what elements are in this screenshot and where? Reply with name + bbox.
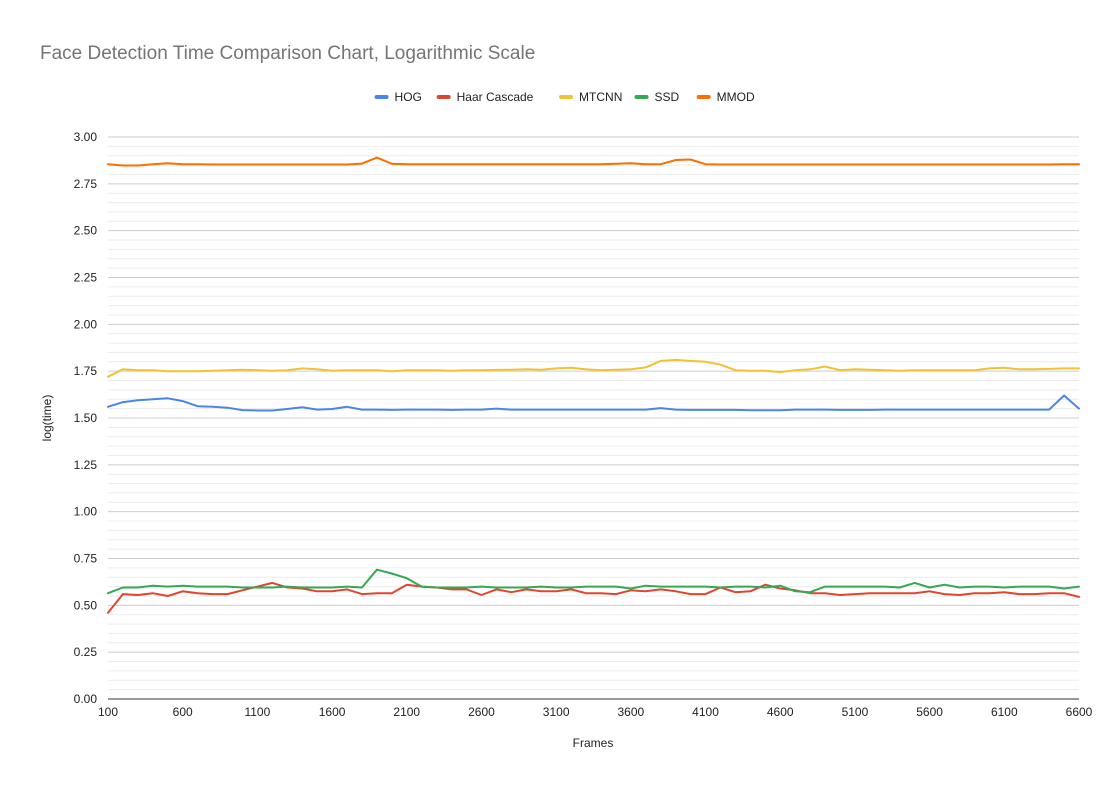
x-tick-label: 6600: [1066, 705, 1093, 719]
legend-swatch: [374, 95, 389, 99]
legend-label: HOG: [395, 90, 422, 104]
y-axis-ticks: 0.00 0.25 0.50 0.75 1.00 1.25 1.50 1.75 2.00 2.25…: [74, 130, 98, 706]
y-tick-label: 2.00: [74, 317, 98, 331]
major-gridlines: [108, 136, 1079, 653]
x-tick-label: 600: [173, 705, 193, 719]
y-tick-label: 2.75: [74, 177, 98, 191]
y-tick-label: 3.00: [74, 130, 98, 144]
legend-item-ssd: SSD: [634, 90, 680, 104]
x-tick-label: 5100: [842, 705, 869, 719]
x-tick-label: 6100: [991, 705, 1018, 719]
y-tick-label: 0.25: [74, 645, 98, 659]
legend-label: Haar Cascade: [457, 90, 534, 104]
x-tick-label: 100: [98, 705, 118, 719]
legend-item-mmod: MMOD: [696, 90, 755, 104]
series-line-mmod: [107, 156, 1080, 167]
legend-label: MMOD: [717, 90, 755, 104]
x-tick-label: 2600: [468, 705, 495, 719]
x-tick-label: 4100: [692, 705, 719, 719]
y-tick-label: 1.75: [74, 364, 98, 378]
y-tick-label: 0.50: [74, 598, 98, 612]
x-axis-ticks: 100 600 1100 1600 2100 2600 3100 3600 4100 4600 51…: [98, 705, 1093, 719]
legend-item-hog: HOG: [374, 90, 422, 104]
legend-label: SSD: [655, 90, 680, 104]
legend-swatch: [634, 95, 649, 99]
y-axis-label: log(time): [40, 395, 54, 442]
chart-title: Face Detection Time Comparison Chart, Lo…: [40, 43, 535, 64]
legend-swatch: [436, 95, 451, 99]
x-tick-label: 3600: [617, 705, 644, 719]
series-line-ssd: [107, 568, 1080, 595]
series-line-haar-cascade: [107, 581, 1080, 614]
legend-swatch: [696, 95, 711, 99]
series-lines: [107, 156, 1080, 614]
y-tick-label: 2.50: [74, 224, 98, 238]
x-tick-label: 4600: [767, 705, 794, 719]
legend-label: MTCNN: [579, 90, 622, 104]
series-line-hog: [107, 394, 1080, 412]
x-tick-label: 5600: [916, 705, 943, 719]
y-tick-label: 1.50: [74, 411, 98, 425]
x-axis-label: Frames: [573, 736, 614, 750]
y-tick-label: 0.75: [74, 552, 98, 566]
x-tick-label: 1100: [244, 705, 270, 719]
y-tick-label: 2.25: [74, 271, 98, 285]
x-tick-label: 3100: [543, 705, 570, 719]
legend-item-haar-cascade: Haar Cascade: [436, 90, 534, 104]
legend-swatch: [559, 95, 574, 99]
x-tick-label: 2100: [393, 705, 420, 719]
x-tick-label: 1600: [319, 705, 346, 719]
y-tick-label: 1.00: [74, 505, 98, 519]
y-tick-label: 0.00: [74, 692, 98, 706]
series-line-mtcnn: [107, 358, 1080, 378]
legend-item-mtcnn: MTCNN: [559, 90, 622, 104]
y-tick-label: 1.25: [74, 458, 98, 472]
legend: HOG Haar Cascade MTCNN SSD MMOD: [374, 90, 755, 104]
